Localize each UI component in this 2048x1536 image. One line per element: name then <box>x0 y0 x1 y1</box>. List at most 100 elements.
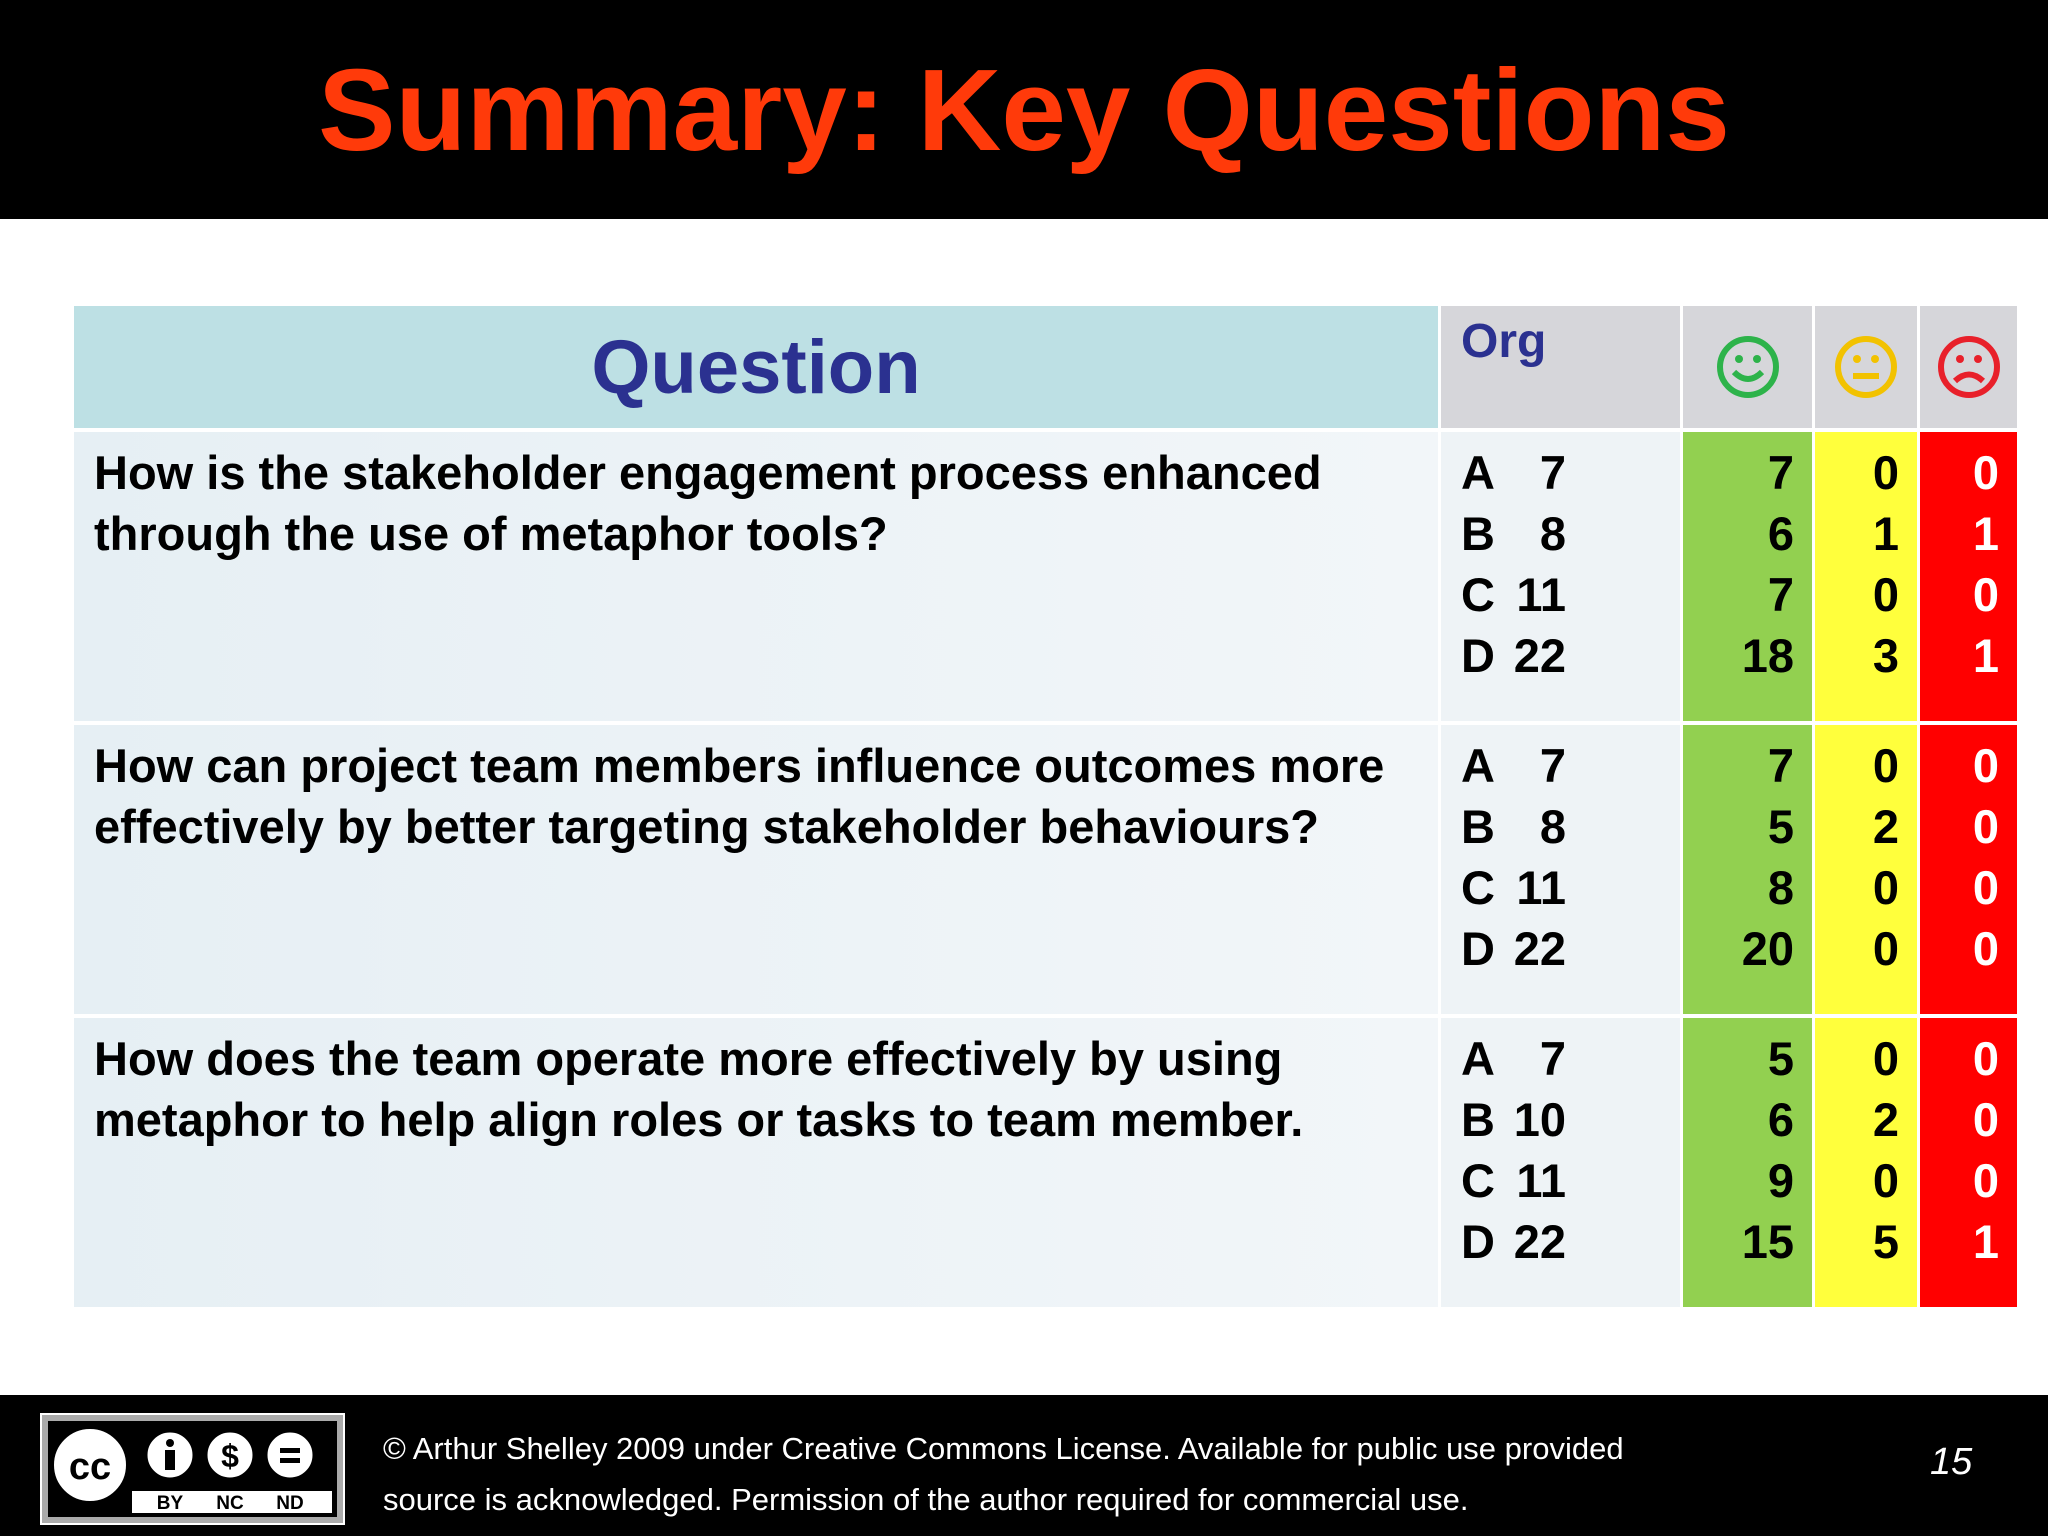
neutral-count: 0 <box>1872 1032 1899 1085</box>
svg-text:$: $ <box>221 1438 239 1474</box>
org-letter: A <box>1461 1032 1495 1085</box>
org-letter: D <box>1461 1215 1495 1268</box>
neutral-count: 2 <box>1872 800 1899 853</box>
org-line: C 11 <box>1461 564 1566 625</box>
org-letter: D <box>1461 629 1495 682</box>
org-letter: B <box>1461 507 1495 560</box>
license-term: NC <box>216 1493 244 1514</box>
org-line: B 10 <box>1461 1089 1566 1150</box>
org-count: 7 <box>1539 446 1566 499</box>
org-count: 11 <box>1516 861 1566 914</box>
org-letter: D <box>1461 922 1495 975</box>
sad-count: 0 <box>1972 922 1999 975</box>
sad-count: 0 <box>1972 568 1999 621</box>
header-happy <box>1683 306 1812 428</box>
happy-cell: 5 6 9 15 <box>1683 1018 1812 1307</box>
license-term: ND <box>276 1493 303 1514</box>
sad-count: 0 <box>1972 1093 1999 1146</box>
sad-cell: 0 0 0 1 <box>1920 1018 2017 1307</box>
license-term: BY <box>157 1493 184 1514</box>
happy-count: 9 <box>1767 1154 1794 1207</box>
sad-count: 1 <box>1972 629 1999 682</box>
neutral-count: 1 <box>1872 507 1899 560</box>
license-line: source is acknowledged. Permission of th… <box>383 1482 1469 1517</box>
header-sad <box>1920 306 2017 428</box>
org-letter: A <box>1461 739 1495 792</box>
happy-cell: 7 6 7 18 <box>1683 432 1812 721</box>
happy-count: 18 <box>1741 629 1794 682</box>
org-line: D 22 <box>1461 625 1566 686</box>
org-letter: C <box>1461 568 1495 621</box>
title-bar: Summary: Key Questions <box>0 0 2048 219</box>
sad-count: 0 <box>1972 739 1999 792</box>
org-cell: A 7 B 8 C 11 D 22 <box>1441 432 1680 721</box>
question-cell: How does the team operate more effective… <box>74 1018 1438 1307</box>
org-letter: C <box>1461 861 1495 914</box>
summary-table: Question Org How is the stakeholder enga… <box>74 306 2017 1307</box>
happy-count: 5 <box>1767 1032 1794 1085</box>
neutral-icon <box>1835 336 1897 398</box>
org-count: 11 <box>1516 1154 1566 1207</box>
cc-badge: cc $ BY NC ND <box>40 1413 345 1525</box>
org-count: 7 <box>1539 739 1566 792</box>
happy-count: 20 <box>1741 922 1794 975</box>
org-count: 22 <box>1513 1215 1566 1268</box>
org-line: D 22 <box>1461 918 1566 979</box>
org-letter: A <box>1461 446 1495 499</box>
happy-count: 6 <box>1767 1093 1794 1146</box>
org-line: D 22 <box>1461 1211 1566 1272</box>
header-org: Org <box>1441 306 1680 428</box>
org-count: 8 <box>1539 507 1566 560</box>
happy-icon <box>1716 336 1779 398</box>
happy-count: 5 <box>1767 800 1794 853</box>
org-cell: A 7 B 10 C 11 D 22 <box>1441 1018 1680 1307</box>
org-line: C 11 <box>1461 857 1566 918</box>
neutral-count: 0 <box>1872 568 1899 621</box>
org-count: 22 <box>1513 629 1566 682</box>
sad-count: 0 <box>1972 800 1999 853</box>
neutral-cell: 0 1 0 3 <box>1815 432 1917 721</box>
sad-count: 0 <box>1972 861 1999 914</box>
question-cell: How is the stakeholder engagement proces… <box>74 432 1438 721</box>
question-cell: How can project team members influence o… <box>74 725 1438 1014</box>
neutral-count: 0 <box>1872 861 1899 914</box>
neutral-count: 2 <box>1872 1093 1899 1146</box>
org-letter: B <box>1461 1093 1495 1146</box>
sad-count: 0 <box>1972 1032 1999 1085</box>
neutral-count: 3 <box>1872 629 1899 682</box>
org-count: 8 <box>1539 800 1566 853</box>
happy-count: 15 <box>1741 1215 1794 1268</box>
neutral-count: 0 <box>1872 922 1899 975</box>
neutral-count: 0 <box>1872 446 1899 499</box>
org-cell: A 7 B 8 C 11 D 22 <box>1441 725 1680 1014</box>
neutral-cell: 0 2 0 5 <box>1815 1018 1917 1307</box>
happy-cell: 7 5 8 20 <box>1683 725 1812 1014</box>
org-line: C 11 <box>1461 1150 1566 1211</box>
neutral-count: 5 <box>1872 1215 1899 1268</box>
sad-count: 1 <box>1972 1215 1999 1268</box>
org-letter: B <box>1461 800 1495 853</box>
org-letter: C <box>1461 1154 1495 1207</box>
sad-count: 0 <box>1972 1154 1999 1207</box>
org-count: 7 <box>1539 1032 1566 1085</box>
org-count: 22 <box>1513 922 1566 975</box>
happy-count: 7 <box>1767 568 1794 621</box>
slide-title: Summary: Key Questions <box>318 45 1730 175</box>
org-count: 11 <box>1516 568 1566 621</box>
sad-count: 0 <box>1972 446 1999 499</box>
footer: cc $ BY NC ND © Arthur Shelley 2009 under … <box>0 1395 2048 1536</box>
org-count: 10 <box>1513 1093 1566 1146</box>
happy-count: 7 <box>1767 739 1794 792</box>
sad-cell: 0 0 0 0 <box>1920 725 2017 1014</box>
neutral-cell: 0 2 0 0 <box>1815 725 1917 1014</box>
license-line: © Arthur Shelley 2009 under Creative Com… <box>383 1431 1624 1466</box>
neutral-count: 0 <box>1872 1154 1899 1207</box>
sad-cell: 0 1 0 1 <box>1920 432 2017 721</box>
happy-count: 6 <box>1767 507 1794 560</box>
neutral-count: 0 <box>1872 739 1899 792</box>
